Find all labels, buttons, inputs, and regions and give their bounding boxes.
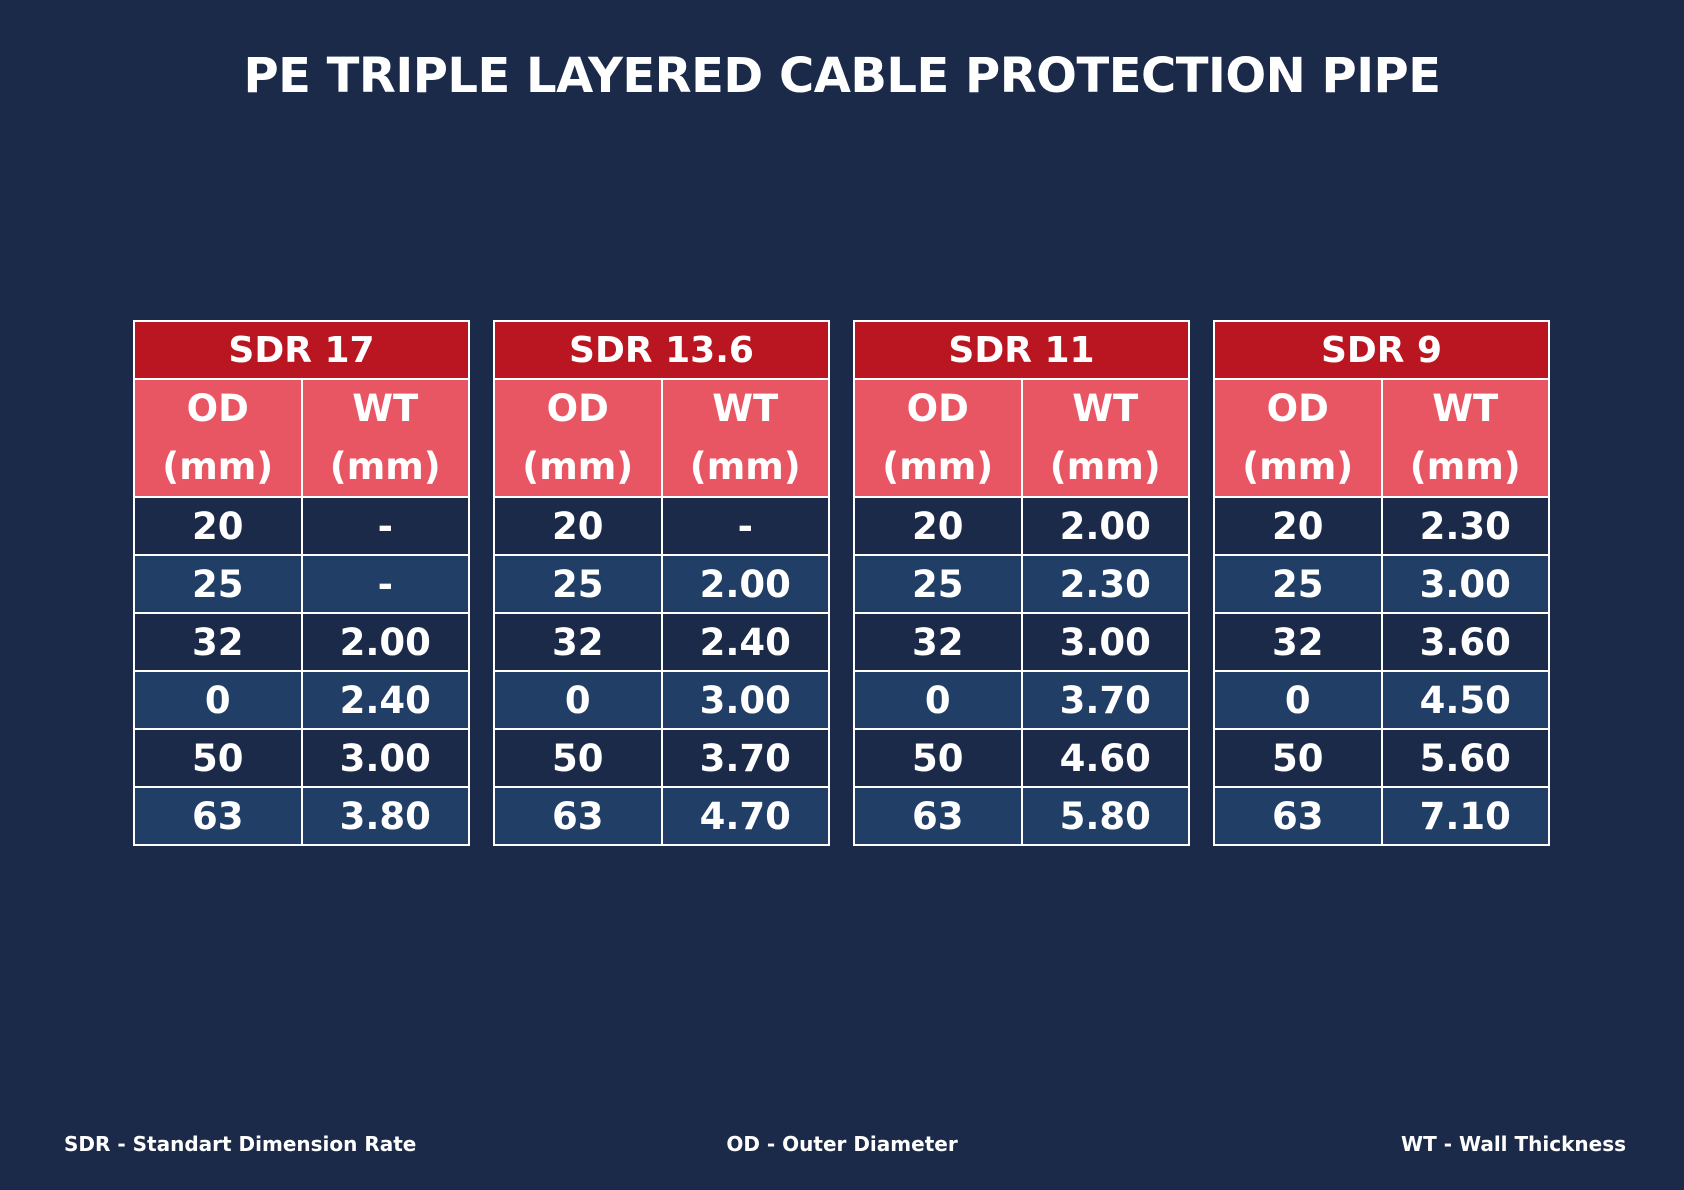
table-row: 0 4.50: [1213, 670, 1550, 730]
table-row: 32 2.00: [133, 612, 470, 672]
sdr-table-title: SDR 9: [1213, 320, 1550, 380]
od-cell: 20: [853, 496, 1023, 556]
table-row: 50 5.60: [1213, 728, 1550, 788]
wt-cell: 3.00: [660, 670, 830, 730]
od-column-header: OD (mm): [1213, 378, 1383, 498]
wt-cell: 2.40: [300, 670, 470, 730]
od-cell: 63: [853, 786, 1023, 846]
od-cell: 32: [493, 612, 663, 672]
od-cell: 50: [133, 728, 303, 788]
od-cell: 0: [853, 670, 1023, 730]
od-cell: 63: [133, 786, 303, 846]
od-cell: 32: [133, 612, 303, 672]
table-row: 50 3.00: [133, 728, 470, 788]
table-row: 32 2.40: [493, 612, 830, 672]
od-cell: 25: [133, 554, 303, 614]
od-cell: 0: [1213, 670, 1383, 730]
table-row: 25 3.00: [1213, 554, 1550, 614]
wt-column-header: WT (mm): [660, 378, 830, 498]
table-row: 63 4.70: [493, 786, 830, 846]
wt-cell: 3.00: [1020, 612, 1190, 672]
table-row: 20 2.30: [1213, 496, 1550, 556]
sdr-table-title: SDR 11: [853, 320, 1190, 380]
sdr-table: SDR 17 OD (mm) WT (mm) 20- 25- 32 2.00 0 2.4…: [133, 320, 470, 846]
od-cell: 50: [493, 728, 663, 788]
od-column-header: OD (mm): [133, 378, 303, 498]
wt-column-header: WT (mm): [1380, 378, 1550, 498]
table-row: 63 7.10: [1213, 786, 1550, 846]
wt-cell: 3.70: [660, 728, 830, 788]
wt-cell: 3.60: [1380, 612, 1550, 672]
od-legend: OD - Outer Diameter: [726, 1132, 958, 1156]
wt-cell: 2.40: [660, 612, 830, 672]
wt-cell: -: [300, 496, 470, 556]
wt-cell: 2.00: [1020, 496, 1190, 556]
od-cell: 25: [1213, 554, 1383, 614]
od-cell: 0: [133, 670, 303, 730]
wt-cell: 5.60: [1380, 728, 1550, 788]
wt-cell: -: [660, 496, 830, 556]
od-cell: 63: [493, 786, 663, 846]
od-cell: 32: [1213, 612, 1383, 672]
od-cell: 25: [493, 554, 663, 614]
wt-cell: 4.70: [660, 786, 830, 846]
wt-column-header: WT (mm): [300, 378, 470, 498]
table-row: 20 2.00: [853, 496, 1190, 556]
wt-cell: 3.00: [300, 728, 470, 788]
sdr-table-title: SDR 17: [133, 320, 470, 380]
sdr-tables-container: SDR 17 OD (mm) WT (mm) 20- 25- 32 2.00 0 2.4…: [133, 320, 1550, 846]
wt-cell: 4.50: [1380, 670, 1550, 730]
od-cell: 20: [1213, 496, 1383, 556]
od-cell: 50: [1213, 728, 1383, 788]
table-row: 63 3.80: [133, 786, 470, 846]
table-row: 50 4.60: [853, 728, 1190, 788]
wt-cell: 2.00: [300, 612, 470, 672]
table-row: 63 5.80: [853, 786, 1190, 846]
table-row: 32 3.00: [853, 612, 1190, 672]
od-cell: 0: [493, 670, 663, 730]
wt-column-header: WT (mm): [1020, 378, 1190, 498]
sdr-legend: SDR - Standart Dimension Rate: [64, 1132, 417, 1156]
page-title: PE TRIPLE LAYERED CABLE PROTECTION PIPE: [243, 48, 1441, 104]
sdr-table: SDR 9 OD (mm) WT (mm) 20 2.30 25 3.00 32 3.60…: [1213, 320, 1550, 846]
wt-legend: WT - Wall Thickness: [1401, 1132, 1626, 1156]
table-row: 0 2.40: [133, 670, 470, 730]
table-row: 0 3.00: [493, 670, 830, 730]
table-row: 25-: [133, 554, 470, 614]
table-row: 20-: [133, 496, 470, 556]
wt-cell: 7.10: [1380, 786, 1550, 846]
wt-cell: 5.80: [1020, 786, 1190, 846]
table-row: 20-: [493, 496, 830, 556]
od-cell: 32: [853, 612, 1023, 672]
od-cell: 20: [493, 496, 663, 556]
table-row: 25 2.00: [493, 554, 830, 614]
wt-cell: 3.80: [300, 786, 470, 846]
wt-cell: 4.60: [1020, 728, 1190, 788]
wt-cell: -: [300, 554, 470, 614]
table-row: 50 3.70: [493, 728, 830, 788]
wt-cell: 3.70: [1020, 670, 1190, 730]
sdr-table: SDR 13.6 OD (mm) WT (mm) 20- 25 2.00 32 2.40…: [493, 320, 830, 846]
od-cell: 25: [853, 554, 1023, 614]
wt-cell: 2.00: [660, 554, 830, 614]
sdr-table-title: SDR 13.6: [493, 320, 830, 380]
od-column-header: OD (mm): [493, 378, 663, 498]
od-cell: 50: [853, 728, 1023, 788]
table-row: 32 3.60: [1213, 612, 1550, 672]
wt-cell: 2.30: [1380, 496, 1550, 556]
od-cell: 63: [1213, 786, 1383, 846]
wt-cell: 2.30: [1020, 554, 1190, 614]
table-row: 25 2.30: [853, 554, 1190, 614]
od-column-header: OD (mm): [853, 378, 1023, 498]
table-row: 0 3.70: [853, 670, 1190, 730]
sdr-table: SDR 11 OD (mm) WT (mm) 20 2.00 25 2.30 32 3.0…: [853, 320, 1190, 846]
wt-cell: 3.00: [1380, 554, 1550, 614]
od-cell: 20: [133, 496, 303, 556]
